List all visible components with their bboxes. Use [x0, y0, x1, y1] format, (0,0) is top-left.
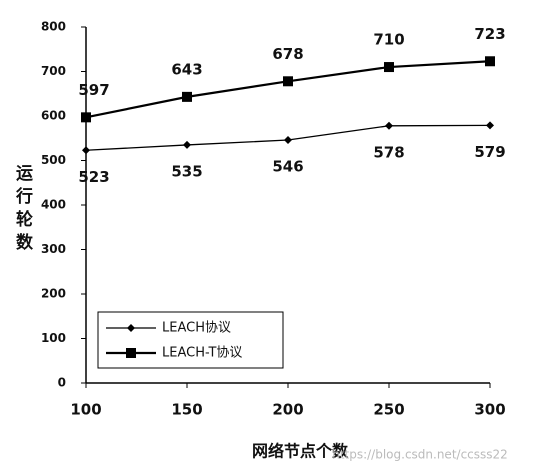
x-axis-label: 网络节点个数: [252, 442, 349, 461]
marker: [126, 348, 136, 358]
y-tick-label: 200: [41, 287, 66, 301]
marker: [127, 324, 135, 332]
data-label: 710: [373, 31, 404, 49]
marker: [486, 121, 494, 130]
watermark: https://blog.csdn.net/ccsss22: [332, 448, 508, 462]
y-tick-label: 100: [41, 331, 66, 345]
x-tick-label: 100: [70, 401, 101, 419]
y-tick-label: 600: [41, 109, 66, 123]
x-tick-label: 300: [474, 401, 505, 419]
marker: [284, 136, 292, 145]
data-label: 678: [272, 45, 303, 63]
marker: [385, 121, 393, 130]
marker: [82, 146, 90, 155]
legend-box: [97, 311, 284, 369]
marker: [384, 62, 394, 73]
data-label: 723: [474, 25, 505, 43]
legend-label: LEACH-T协议: [162, 346, 242, 361]
y-tick-label: 400: [41, 198, 66, 212]
y-tick-label: 500: [41, 153, 66, 167]
data-label: 546: [272, 158, 303, 176]
data-label: 643: [171, 60, 202, 78]
legend-label: LEACH协议: [162, 321, 231, 336]
data-label: 597: [78, 81, 109, 99]
x-tick-label: 200: [272, 401, 303, 419]
y-tick-label: 0: [58, 376, 66, 390]
data-label: 523: [78, 168, 109, 186]
y-axis-label: 运行轮数: [12, 164, 34, 256]
x-tick-label: 150: [171, 401, 202, 419]
marker: [283, 76, 293, 87]
marker: [182, 91, 192, 102]
data-label: 578: [373, 143, 404, 161]
y-tick-label: 300: [41, 242, 66, 256]
data-label: 579: [474, 143, 505, 161]
marker: [81, 112, 91, 123]
y-tick-label: 800: [41, 20, 66, 34]
marker: [183, 140, 191, 149]
x-tick-label: 250: [373, 401, 404, 419]
y-tick-label: 700: [41, 64, 66, 78]
data-label: 535: [171, 162, 202, 180]
marker: [485, 56, 495, 67]
